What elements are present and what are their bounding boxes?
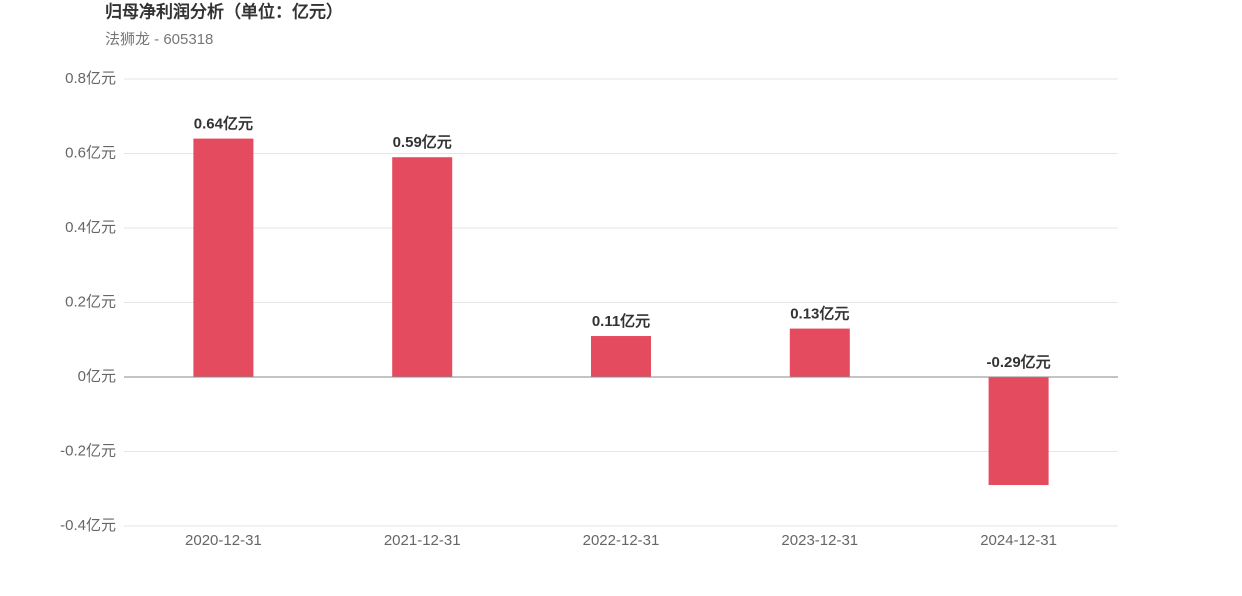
x-tick-label: 2021-12-31 [384,532,461,549]
x-tick-label: 2020-12-31 [185,532,262,549]
value-label: 0.64亿元 [194,115,253,133]
x-tick-label: 2024-12-31 [980,532,1057,549]
value-label: 0.13亿元 [790,305,849,323]
x-tick-label: 2023-12-31 [781,532,858,549]
chart-title: 归母净利润分析（单位：亿元） [105,1,343,21]
y-tick-label: -0.4亿元 [60,517,116,534]
value-label: 0.59亿元 [393,133,452,151]
chart-subtitle: 法狮龙 - 605318 [105,31,213,48]
bar [789,328,850,377]
bar [193,138,254,377]
y-tick-label: -0.2亿元 [60,442,116,459]
value-label: 0.11亿元 [592,312,650,330]
y-tick-label: 0亿元 [78,368,116,385]
y-tick-label: 0.6亿元 [65,144,116,161]
bar [392,157,453,377]
x-tick-label: 2022-12-31 [583,532,660,549]
y-tick-label: 0.4亿元 [65,219,116,236]
value-label: -0.29亿元 [986,353,1050,371]
y-tick-label: 0.8亿元 [65,70,116,87]
bar [591,336,651,377]
y-tick-label: 0.2亿元 [65,293,116,310]
bar [988,377,1049,486]
